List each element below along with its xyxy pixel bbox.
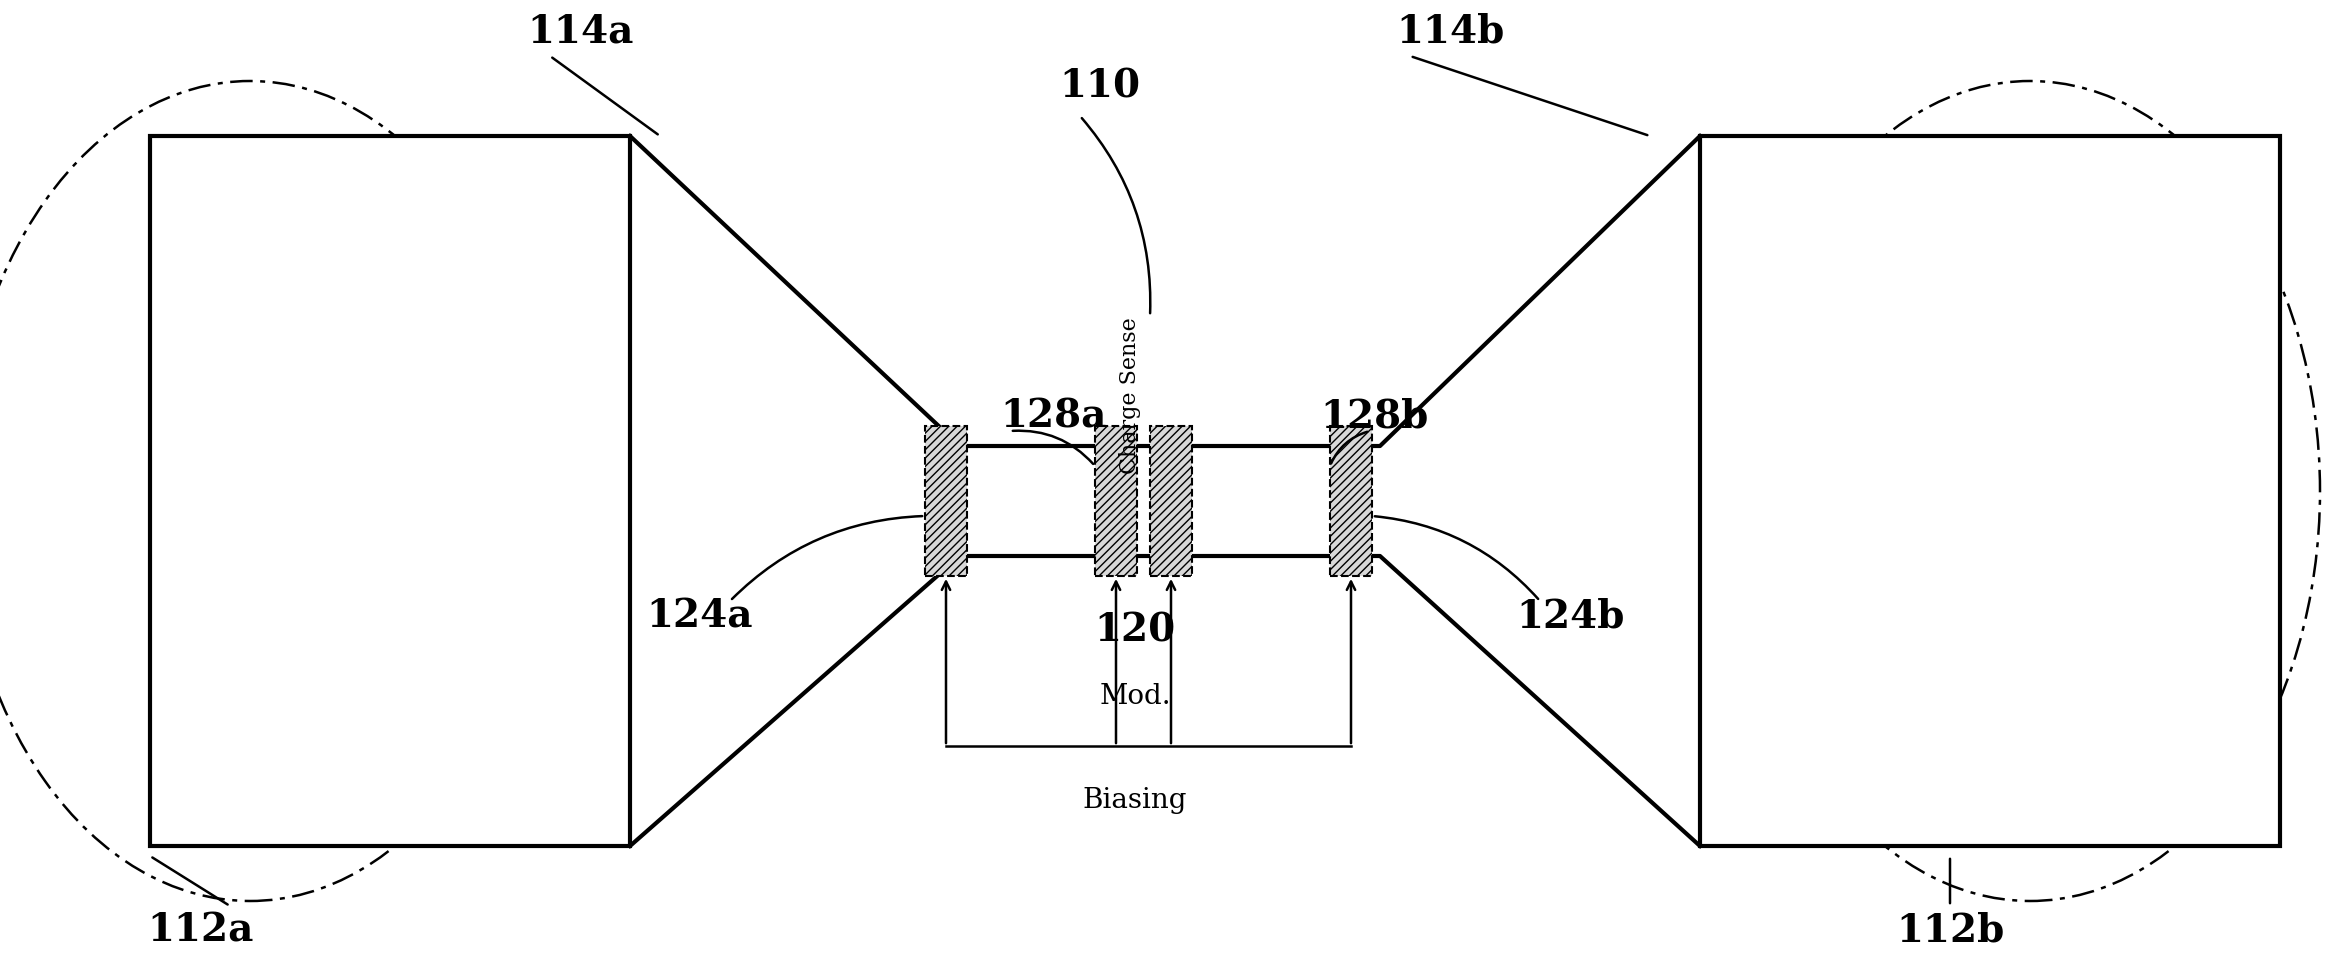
Text: 124b: 124b bbox=[1515, 597, 1624, 635]
Text: 114b: 114b bbox=[1396, 12, 1503, 50]
Bar bbox=[1095, 426, 1137, 576]
Bar bbox=[149, 136, 630, 846]
Bar bbox=[1699, 136, 2280, 846]
Bar bbox=[1330, 426, 1372, 576]
Text: 114a: 114a bbox=[527, 12, 633, 50]
Text: Charge Sense: Charge Sense bbox=[1118, 318, 1141, 474]
Text: 128a: 128a bbox=[999, 397, 1106, 435]
Text: Mod.: Mod. bbox=[1099, 683, 1172, 709]
Text: 112a: 112a bbox=[147, 912, 252, 950]
Bar bbox=[1151, 426, 1193, 576]
Text: 110: 110 bbox=[1060, 67, 1141, 105]
Bar bbox=[924, 426, 966, 576]
Text: 120: 120 bbox=[1095, 612, 1176, 650]
Text: Biasing: Biasing bbox=[1083, 787, 1188, 814]
Text: 112b: 112b bbox=[1895, 912, 2005, 950]
Text: 128b: 128b bbox=[1321, 397, 1428, 435]
Text: 124a: 124a bbox=[647, 597, 754, 635]
